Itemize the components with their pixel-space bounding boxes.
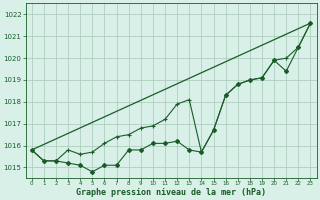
- X-axis label: Graphe pression niveau de la mer (hPa): Graphe pression niveau de la mer (hPa): [76, 188, 266, 197]
